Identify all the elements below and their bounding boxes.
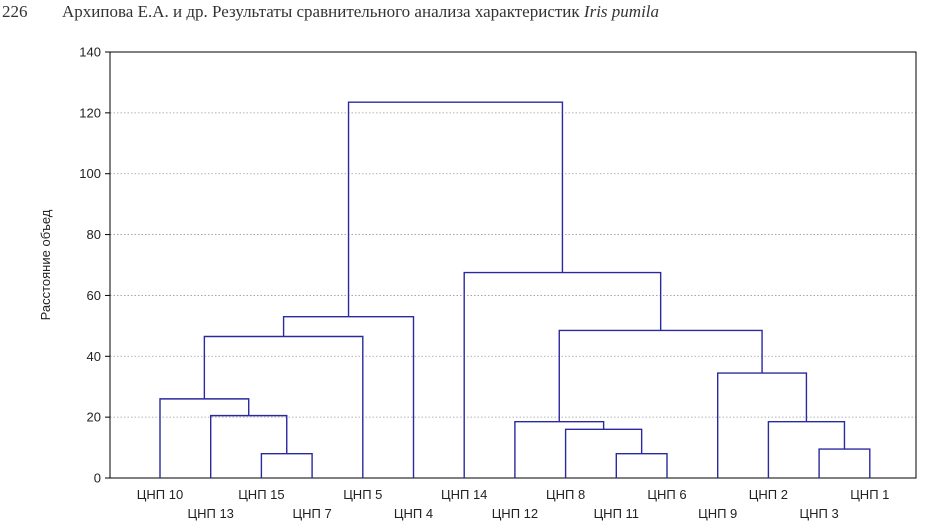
merge-link <box>260 452 313 478</box>
leaf-label: ЦНП 9 <box>698 506 737 521</box>
y-tick-label: 0 <box>94 471 101 486</box>
y-axis-label: Расстояние объед <box>38 209 53 320</box>
running-title: Архипова Е.А. и др. Результаты сравнител… <box>62 2 659 22</box>
merge-link <box>347 101 564 317</box>
grid-lines <box>110 112 916 418</box>
leaf-label: ЦНП 2 <box>749 487 788 502</box>
y-axis: 0 20 40 60 80 100 120 140 <box>79 45 110 486</box>
page-number: 226 <box>2 2 28 21</box>
merge-link <box>615 452 668 478</box>
page-header: 226 Архипова Е.А. и др. Результаты сравн… <box>0 2 944 28</box>
leaf-label: ЦНП 10 <box>137 487 183 502</box>
y-tick-label: 60 <box>87 288 101 303</box>
merge-link <box>282 316 415 478</box>
y-tick-label: 100 <box>79 166 101 181</box>
y-tick-label: 40 <box>87 349 101 364</box>
leaf-label: ЦНП 4 <box>394 506 433 521</box>
merge-link <box>767 421 846 478</box>
merge-link <box>717 372 808 478</box>
y-tick-label: 120 <box>79 105 101 120</box>
merge-link <box>463 271 662 478</box>
leaf-label: ЦНП 7 <box>292 506 331 521</box>
merge-link <box>203 335 364 478</box>
leaf-label: ЦНП 8 <box>546 487 585 502</box>
leaf-label: ЦНП 15 <box>238 487 284 502</box>
leaf-labels: ЦНП 10 ЦНП 13 ЦНП 15 ЦНП 7 ЦНП 5 ЦНП 4 ЦНП 14 Ц… <box>137 487 890 521</box>
leaf-label: ЦНП 5 <box>343 487 382 502</box>
merge-link <box>514 421 605 478</box>
running-title-text: Архипова Е.А. и др. Результаты сравнител… <box>62 2 584 21</box>
dendrogram-tree <box>159 101 871 478</box>
plot-frame <box>109 51 917 479</box>
leaf-label: ЦНП 13 <box>187 506 233 521</box>
leaf-label: ЦНП 12 <box>492 506 538 521</box>
running-title-species: Iris pumila <box>583 2 660 21</box>
leaf-label: ЦНП 3 <box>799 506 838 521</box>
merge-link <box>159 398 250 478</box>
merge-link <box>818 448 871 478</box>
merge-link <box>210 414 288 478</box>
y-tick-label: 140 <box>79 45 101 60</box>
leaf-label: ЦНП 14 <box>441 487 487 502</box>
leaf-label: ЦНП 11 <box>594 506 639 521</box>
merge-link <box>558 329 763 422</box>
y-tick-label: 20 <box>87 410 101 425</box>
leaf-label: ЦНП 6 <box>647 487 686 502</box>
leaf-label: ЦНП 1 <box>850 487 889 502</box>
y-tick-label: 80 <box>87 227 101 242</box>
